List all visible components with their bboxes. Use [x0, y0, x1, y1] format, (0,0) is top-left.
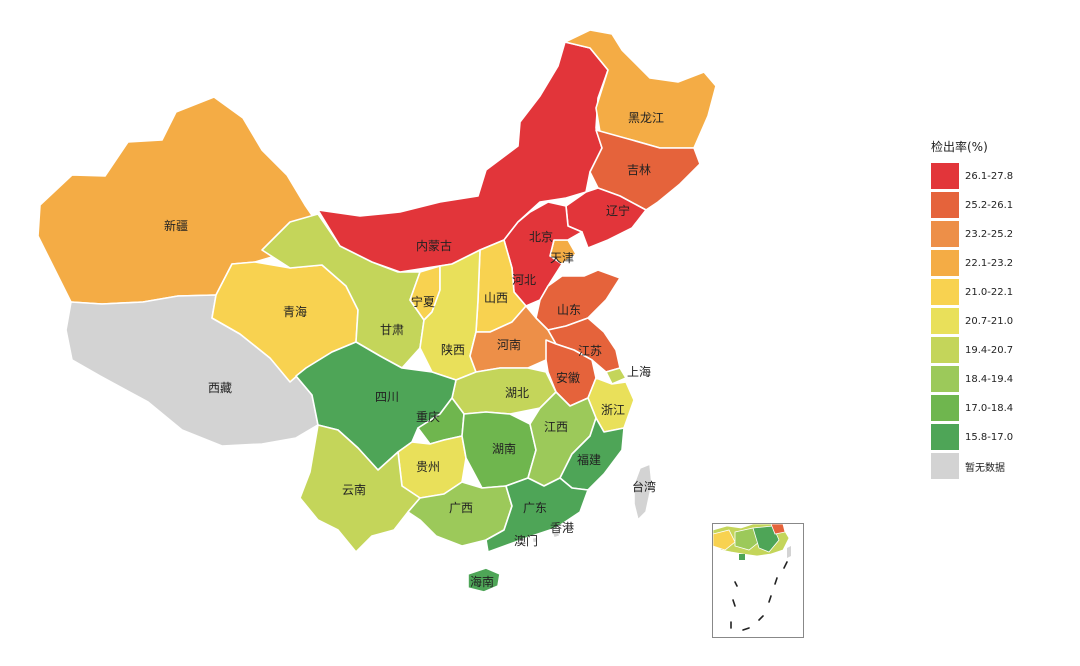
- legend-item: 21.0-22.1: [931, 279, 1051, 305]
- label-shanxi: 山西: [484, 291, 508, 305]
- legend-label: 25.2-26.1: [965, 199, 1014, 211]
- province-macau[interactable]: [531, 536, 539, 544]
- inset-map: [712, 523, 791, 631]
- legend-item: 19.4-20.7: [931, 337, 1051, 363]
- legend-swatch: [931, 192, 959, 218]
- label-ningxia: 宁夏: [411, 294, 435, 309]
- label-sichuan: 四川: [375, 390, 399, 404]
- label-hebei: 河北: [512, 273, 536, 287]
- south-china-sea-inset: [712, 523, 804, 638]
- label-jiangxi: 江西: [544, 420, 568, 434]
- legend-item: 18.4-19.4: [931, 366, 1051, 392]
- label-macau: 澳门: [514, 533, 538, 548]
- legend-item: 22.1-23.2: [931, 250, 1051, 276]
- legend-item: 23.2-25.2: [931, 221, 1051, 247]
- label-zhejiang: 浙江: [601, 403, 625, 417]
- legend-item: 15.8-17.0: [931, 424, 1051, 450]
- label-shanghai: 上海: [627, 364, 651, 379]
- legend: 检出率(%) 26.1-27.8 25.2-26.1 23.2-25.2 22.1-2…: [931, 138, 1051, 482]
- label-jiangsu: 江苏: [578, 344, 602, 358]
- label-shandong: 山东: [557, 303, 581, 317]
- label-shaanxi: 陕西: [441, 342, 465, 357]
- label-fujian: 福建: [577, 452, 601, 467]
- legend-swatch: [931, 308, 959, 334]
- label-jilin: 吉林: [627, 163, 651, 177]
- label-taiwan: 台湾: [632, 479, 656, 494]
- label-hunan: 湖南: [492, 441, 516, 456]
- province-yunnan[interactable]: [299, 424, 421, 553]
- province-jilin[interactable]: [589, 129, 701, 211]
- legend-item: 20.7-21.0: [931, 308, 1051, 334]
- legend-title: 检出率(%): [931, 140, 988, 154]
- province-hainan[interactable]: [467, 567, 501, 593]
- label-guangdong: 广东: [523, 501, 547, 515]
- legend-swatch: [931, 250, 959, 276]
- label-hainan: 海南: [470, 574, 494, 589]
- label-hongkong: 香港: [550, 521, 574, 535]
- legend-swatch: [931, 163, 959, 189]
- label-yunnan: 云南: [342, 482, 366, 497]
- label-anhui: 安徽: [556, 370, 580, 385]
- province-shanghai[interactable]: [605, 367, 627, 385]
- label-tianjin: 天津: [550, 251, 574, 265]
- legend-swatch: [931, 424, 959, 450]
- legend-label: 19.4-20.7: [965, 344, 1014, 356]
- label-guizhou: 贵州: [416, 460, 440, 474]
- legend-label: 15.8-17.0: [965, 431, 1014, 443]
- province-taiwan[interactable]: [633, 463, 653, 521]
- legend-item: 17.0-18.4: [931, 395, 1051, 421]
- legend-label: 18.4-19.4: [965, 373, 1014, 385]
- label-liaoning: 辽宁: [606, 203, 630, 218]
- legend-item: 暂无数据: [931, 453, 1051, 479]
- legend-swatch: [931, 366, 959, 392]
- label-heilongjiang: 黑龙江: [628, 111, 664, 125]
- legend-label: 22.1-23.2: [965, 257, 1014, 269]
- legend-swatch: [931, 279, 959, 305]
- label-xinjiang: 新疆: [164, 218, 188, 233]
- legend-swatch: [931, 337, 959, 363]
- legend-swatch: [931, 395, 959, 421]
- label-gansu: 甘肃: [380, 323, 404, 337]
- label-chongqing: 重庆: [416, 410, 440, 424]
- label-beijing: 北京: [529, 230, 553, 244]
- label-neimenggu: 内蒙古: [416, 238, 452, 253]
- label-hubei: 湖北: [505, 385, 529, 400]
- province-fujian[interactable]: [559, 417, 625, 491]
- province-heilongjiang[interactable]: [564, 29, 717, 149]
- province-hongkong[interactable]: [551, 529, 561, 539]
- legend-label: 暂无数据: [965, 462, 1005, 474]
- label-qinghai: 青海: [283, 304, 307, 319]
- province-guangdong[interactable]: [485, 477, 589, 553]
- legend-swatch: [931, 453, 959, 479]
- legend-item: 25.2-26.1: [931, 192, 1051, 218]
- legend-label: 23.2-25.2: [965, 228, 1014, 240]
- label-guangxi: 广西: [449, 501, 473, 515]
- legend-label: 21.0-22.1: [965, 286, 1014, 298]
- legend-label: 17.0-18.4: [965, 402, 1014, 414]
- legend-swatch: [931, 221, 959, 247]
- legend-label: 20.7-21.0: [965, 315, 1014, 327]
- legend-label: 26.1-27.8: [965, 170, 1014, 182]
- legend-item: 26.1-27.8: [931, 163, 1051, 189]
- label-henan: 河南: [497, 337, 521, 352]
- label-xizang: 西藏: [208, 381, 232, 395]
